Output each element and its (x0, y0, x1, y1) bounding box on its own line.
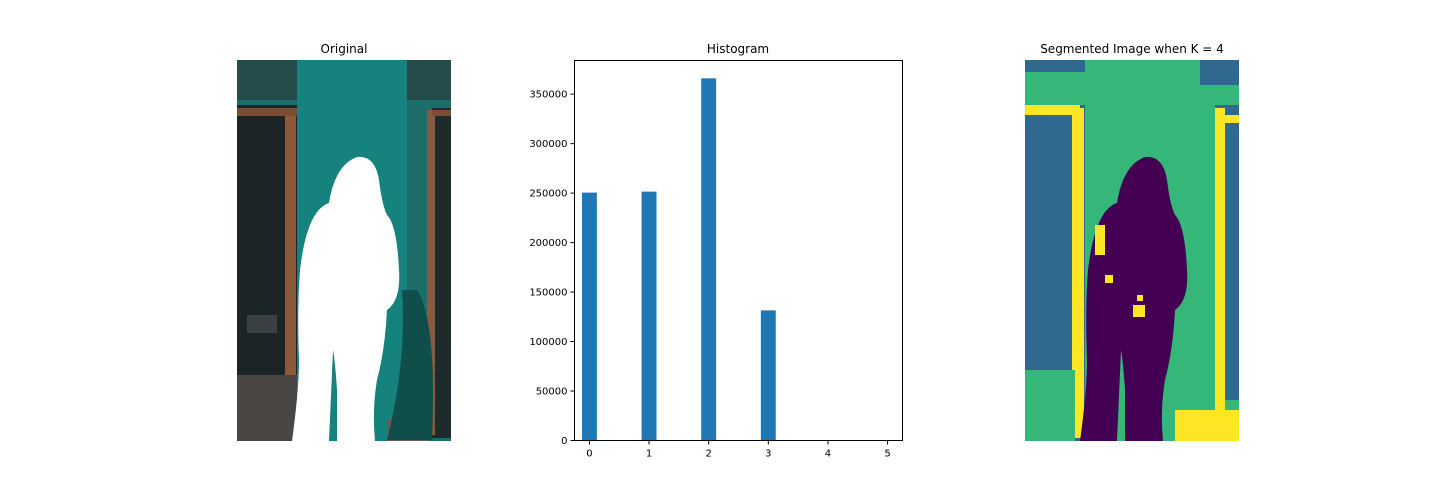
segmented-image (1025, 60, 1239, 441)
histogram-bar (581, 192, 597, 441)
segmented-title: Segmented Image when K = 4 (1040, 42, 1224, 56)
y-tick-label: 0 (561, 436, 567, 447)
y-tick-label: 150000 (529, 288, 567, 299)
histogram-bar (760, 310, 776, 441)
original-image (237, 60, 451, 441)
x-tick-label: 2 (705, 449, 711, 460)
y-tick-label: 200000 (529, 238, 567, 249)
y-tick-label: 100000 (529, 337, 567, 348)
x-tick-label: 5 (884, 449, 890, 460)
y-tick-label: 300000 (529, 139, 567, 150)
y-tick-label: 250000 (529, 189, 567, 200)
histogram-bar (641, 191, 657, 441)
y-tick-label: 50000 (536, 387, 568, 398)
x-tick-label: 4 (825, 449, 831, 460)
histogram-bar (701, 78, 717, 441)
x-tick-label: 3 (765, 449, 771, 460)
y-tick-label: 350000 (529, 90, 567, 101)
histogram-title: Histogram (706, 42, 770, 56)
plot-frame (574, 60, 903, 441)
x-tick-label: 1 (646, 449, 652, 460)
original-title: Original (320, 42, 368, 56)
x-tick-label: 0 (586, 449, 592, 460)
